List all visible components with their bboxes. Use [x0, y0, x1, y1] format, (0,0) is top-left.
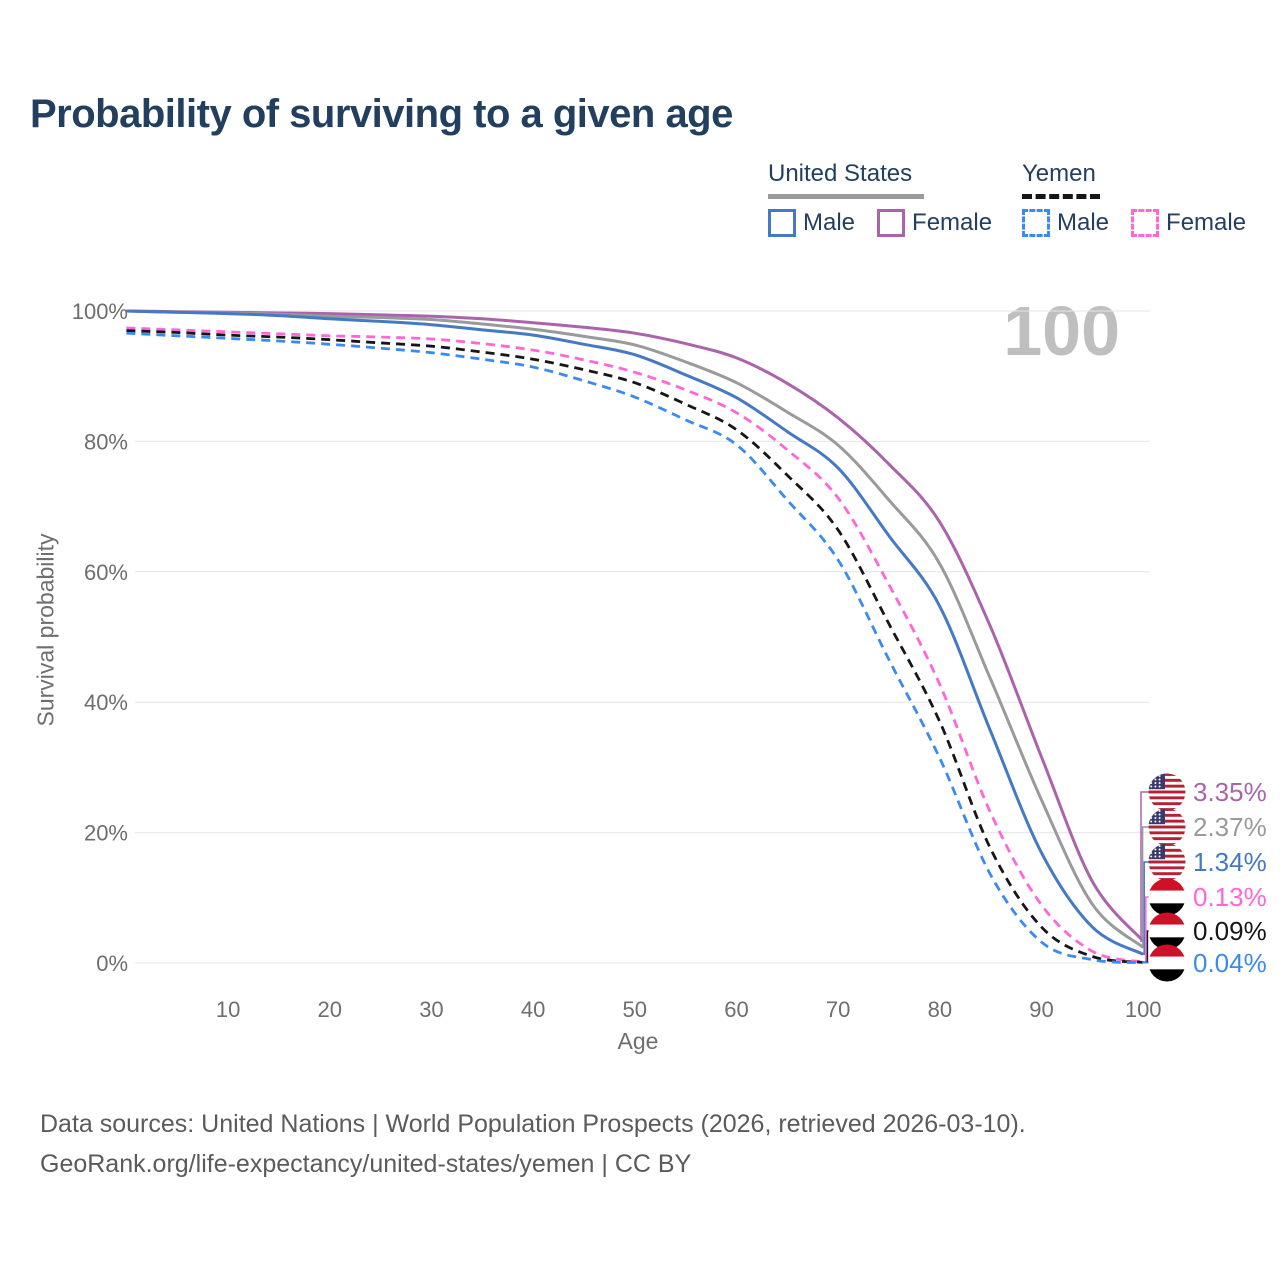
yemen-male-swatch-icon: [1022, 209, 1050, 237]
legend-item-us-female[interactable]: Female: [877, 209, 992, 237]
end-value-label: 0.04%: [1193, 947, 1267, 978]
x-tick-label: 20: [318, 997, 342, 1022]
end-label-yemen-female: 0.13%: [1148, 878, 1267, 916]
footer-link: GeoRank.org/life-expectancy/united-state…: [40, 1150, 692, 1178]
legend-item-us-male[interactable]: Male: [768, 209, 855, 237]
us-flag-icon: [1148, 843, 1186, 881]
end-value-label: 3.35%: [1193, 776, 1267, 807]
y-tick-label: 40%: [84, 690, 128, 715]
end-label-yemen-total: 0.09%: [1148, 912, 1267, 950]
legend-group-yemen: Yemen Male Female: [1022, 160, 1246, 237]
legend-country-label: Yemen: [1022, 160, 1096, 187]
y-tick-label: 100%: [72, 299, 128, 324]
end-value-label: 0.13%: [1193, 881, 1267, 912]
yemen-flag-icon: [1148, 912, 1186, 950]
page-title: Probability of surviving to a given age: [30, 92, 733, 136]
legend-item-yemen-female[interactable]: Female: [1131, 209, 1246, 237]
x-tick-label: 90: [1029, 997, 1053, 1022]
age-watermark: 100: [1003, 292, 1120, 370]
x-tick-label: 70: [826, 997, 850, 1022]
end-value-label: 2.37%: [1193, 811, 1267, 842]
yemen-flag-icon: [1148, 944, 1186, 982]
legend-group-united-states: United States Male Female: [768, 160, 992, 237]
x-tick-label: 60: [724, 997, 748, 1022]
legend-underline-yemen-total: [1022, 194, 1100, 199]
end-label-yemen-male: 0.04%: [1148, 944, 1267, 982]
connector-us-total: [1141, 826, 1154, 949]
legend-item-label: Female: [1166, 209, 1247, 236]
legend-country-label: United States: [768, 160, 913, 187]
yemen-female-swatch-icon: [1131, 209, 1160, 237]
us-female-swatch-icon: [877, 209, 906, 237]
x-tick-label: 10: [216, 997, 240, 1022]
legend-item-yemen-male[interactable]: Male: [1022, 209, 1109, 237]
legend-item-label: Male: [803, 209, 856, 236]
x-tick-label: 30: [419, 997, 443, 1022]
line-yemen-total[interactable]: [126, 329, 1144, 964]
x-axis-title: Age: [617, 1028, 659, 1054]
yemen-flag-icon: [1148, 878, 1186, 916]
line-us-male[interactable]: [126, 309, 1144, 956]
y-tick-label: 0%: [96, 951, 128, 976]
end-value-label: 0.09%: [1193, 915, 1267, 946]
legend-item-label: Female: [912, 209, 993, 236]
us-male-swatch-icon: [768, 209, 796, 237]
footer-data-sources: Data sources: United Nations | World Pop…: [40, 1110, 1026, 1138]
end-label-us-male: 1.34%: [1148, 843, 1267, 881]
x-tick-label: 80: [928, 997, 952, 1022]
legend-item-label: Male: [1057, 209, 1110, 236]
x-tick-label: 100: [1125, 997, 1162, 1022]
y-tick-label: 20%: [84, 821, 128, 846]
y-axis-title: Survival probability: [32, 533, 59, 727]
end-label-us-female: 3.35%: [1148, 773, 1267, 811]
us-flag-icon: [1148, 808, 1186, 846]
legend-underline-us-total: [768, 194, 924, 199]
us-flag-icon: [1148, 773, 1186, 811]
x-tick-label: 50: [623, 997, 647, 1022]
footer-note: Data sources: United Nations | World Pop…: [40, 1104, 1026, 1184]
end-value-label: 1.34%: [1193, 846, 1267, 877]
end-label-us-total: 2.37%: [1148, 808, 1267, 846]
y-tick-label: 80%: [84, 429, 128, 454]
line-us-female[interactable]: [126, 309, 1145, 943]
line-yemen-female[interactable]: [126, 326, 1144, 964]
line-yemen-male[interactable]: [126, 331, 1144, 965]
x-tick-label: 40: [521, 997, 545, 1022]
y-tick-label: 60%: [84, 560, 128, 585]
line-us-total[interactable]: [126, 309, 1145, 949]
